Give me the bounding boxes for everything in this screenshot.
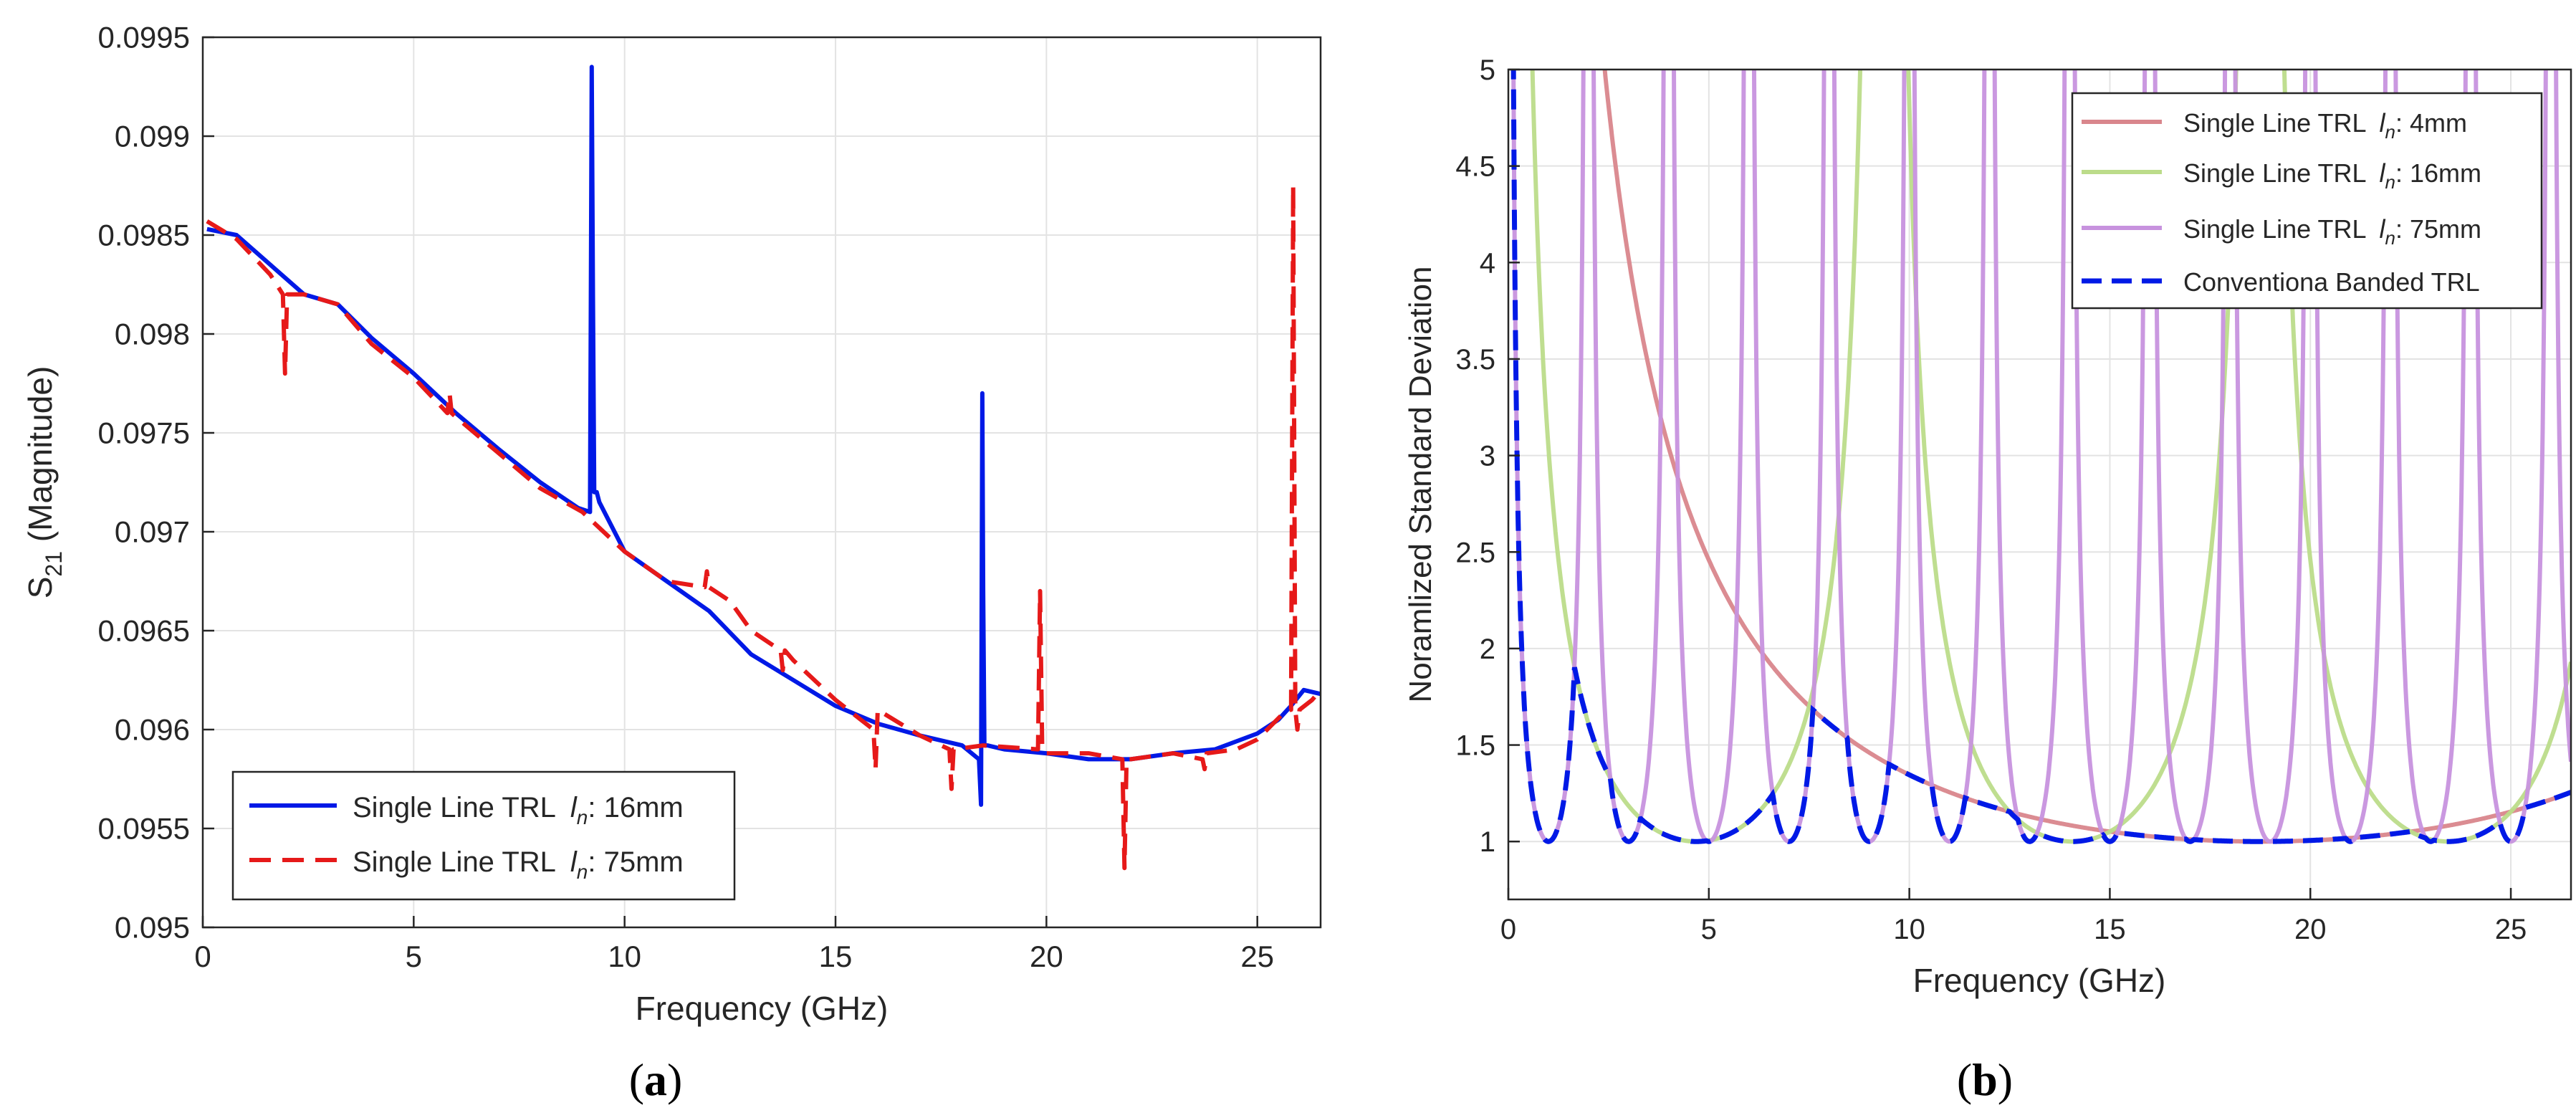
legend-a-entry-1-var: l bbox=[570, 846, 578, 878]
y-tick-label: 3.5 bbox=[1455, 344, 1495, 376]
legend-a-entry-1: Single Line TRL ln: 75mm bbox=[353, 846, 684, 883]
legend-a-entry-1-name: Single Line TRL bbox=[353, 846, 556, 878]
legend-a-entry-0-var: l bbox=[570, 792, 578, 823]
series-lines-a bbox=[206, 64, 1323, 871]
y-tick-label: 4 bbox=[1480, 247, 1495, 279]
y-tick-label: 0.0965 bbox=[98, 614, 190, 648]
x-axis-label-b: Frequency (GHz) bbox=[1913, 962, 2166, 999]
tick-labels-b: 0 5 10 15 20 25 1 1.5 2 2.5 3 3.5 4 4.5 5 bbox=[1455, 54, 2527, 945]
series-lines-b bbox=[1510, 70, 2571, 844]
y-tick-label: 5 bbox=[1480, 54, 1495, 86]
y-tick-label: 0.099 bbox=[115, 120, 190, 153]
y-axis-label-b: Noramlized Standard Deviation bbox=[1403, 267, 1438, 703]
x-tick-label: 15 bbox=[2094, 914, 2126, 945]
legend-b-entry-1-var: l bbox=[2380, 158, 2386, 188]
x-tick-label: 20 bbox=[1030, 940, 1063, 973]
panel-label-a: (a) bbox=[629, 1054, 683, 1105]
x-axis-label-a: Frequency (GHz) bbox=[636, 990, 889, 1027]
legend-b-entry-0-name: Single Line TRL bbox=[2183, 108, 2367, 138]
x-tick-label: 20 bbox=[2294, 914, 2327, 945]
legend-b-entry-2-name: Single Line TRL bbox=[2183, 214, 2367, 244]
legend-b-entry-0: Single Line TRL ln: 4mm bbox=[2183, 108, 2467, 143]
y-tick-label: 3 bbox=[1480, 441, 1495, 472]
tick-labels-a: 0 5 10 15 20 25 0.095 0.0955 0.096 0.0965 0.097 0.0… bbox=[98, 21, 1275, 973]
legend-a-entry-0-sub: n bbox=[577, 806, 588, 828]
y-tick-label: 1 bbox=[1480, 826, 1495, 858]
legend-b-entry-2: Single Line TRL ln: 75mm bbox=[2183, 214, 2481, 249]
legend-a: Single Line TRL ln: 16mm Single Line TRL l… bbox=[231, 770, 736, 901]
legend-a-entry-1-sub: n bbox=[577, 861, 588, 883]
x-tick-label: 10 bbox=[608, 940, 641, 973]
y-tick-label: 0.0985 bbox=[98, 219, 190, 252]
legend-box-a bbox=[231, 770, 736, 901]
y-tick-label: 0.096 bbox=[115, 713, 190, 747]
panel-label-a-letter: a bbox=[644, 1054, 667, 1105]
panel-label-b: (b) bbox=[1957, 1054, 2013, 1105]
y-tick-label: 2 bbox=[1480, 634, 1495, 665]
y-tick-label: 0.0975 bbox=[98, 416, 190, 450]
y-tick-label: 0.095 bbox=[115, 911, 190, 945]
x-tick-label: 15 bbox=[819, 940, 853, 973]
x-tick-label: 5 bbox=[406, 940, 422, 973]
y-tick-label: 0.097 bbox=[115, 515, 190, 549]
legend-box-b bbox=[2071, 92, 2543, 310]
x-tick-label: 0 bbox=[194, 940, 211, 973]
legend-b-entry-0-sub: n bbox=[2385, 121, 2395, 143]
series-line-a-0 bbox=[206, 64, 1321, 807]
legend-b-entry-1-sub: n bbox=[2385, 171, 2395, 193]
x-tick-label: 0 bbox=[1500, 914, 1516, 945]
x-tick-label: 25 bbox=[1240, 940, 1274, 973]
panel-label-b-letter: b bbox=[1972, 1054, 1998, 1105]
legend-b-entry-1: Single Line TRL ln: 16mm bbox=[2183, 158, 2481, 193]
series-line-b-2 bbox=[1511, 70, 2571, 844]
legend-a-entry-0-value: : 16mm bbox=[588, 792, 683, 823]
y-axis-label-a-sub: 21 bbox=[41, 551, 67, 577]
y-axis-label-a: S21 (Magnitude) bbox=[21, 366, 67, 599]
y-tick-label: 4.5 bbox=[1455, 151, 1495, 183]
axes-box-b bbox=[1507, 68, 2572, 901]
y-tick-label: 0.0955 bbox=[98, 812, 190, 846]
legend-a-entry-0-name: Single Line TRL bbox=[353, 792, 556, 823]
legend-b-entry-1-name: Single Line TRL bbox=[2183, 158, 2367, 188]
legend-a-entry-1-value: : 75mm bbox=[588, 846, 683, 878]
y-axis-label-a-main: S bbox=[21, 577, 59, 599]
chart-panel-a: 0 5 10 15 20 25 0.095 0.0955 0.096 0.0965 0.097 0.0… bbox=[21, 21, 1323, 1105]
legend-b-entry-2-sub: n bbox=[2385, 227, 2395, 249]
legend-b-entry-3-name: Conventiona Banded TRL bbox=[2183, 267, 2480, 297]
legend-b-entry-0-value: : 4mm bbox=[2395, 108, 2467, 138]
x-tick-label: 5 bbox=[1701, 914, 1717, 945]
y-tick-label: 0.098 bbox=[115, 317, 190, 351]
y-axis-label-a-rest: (Magnitude) bbox=[21, 366, 59, 551]
legend-b: Single Line TRL ln: 4mm Single Line TRL ln… bbox=[2071, 92, 2543, 310]
x-tick-label: 10 bbox=[1893, 914, 1925, 945]
x-tick-label: 25 bbox=[2495, 914, 2527, 945]
series-line-b-1 bbox=[1530, 70, 2571, 844]
y-tick-label: 0.0995 bbox=[98, 21, 190, 54]
axes-box-a bbox=[201, 36, 1322, 929]
chart-panel-b: 0 5 10 15 20 25 1 1.5 2 2.5 3 3.5 4 4.5 5 Frequency (G… bbox=[1403, 54, 2572, 1105]
grid-b bbox=[1508, 69, 2571, 899]
legend-b-entry-1-value: : 16mm bbox=[2395, 158, 2481, 188]
series-line-b-3 bbox=[1510, 70, 2571, 844]
legend-b-entry-0-var: l bbox=[2380, 108, 2386, 138]
legend-b-entry-2-var: l bbox=[2380, 214, 2386, 244]
legend-b-entry-3: Conventiona Banded TRL bbox=[2183, 267, 2480, 297]
y-tick-label: 1.5 bbox=[1455, 730, 1495, 762]
legend-a-entry-0: Single Line TRL ln: 16mm bbox=[353, 792, 684, 828]
y-tick-label: 2.5 bbox=[1455, 537, 1495, 568]
legend-b-entry-2-value: : 75mm bbox=[2395, 214, 2481, 244]
series-line-a-1 bbox=[206, 183, 1323, 871]
